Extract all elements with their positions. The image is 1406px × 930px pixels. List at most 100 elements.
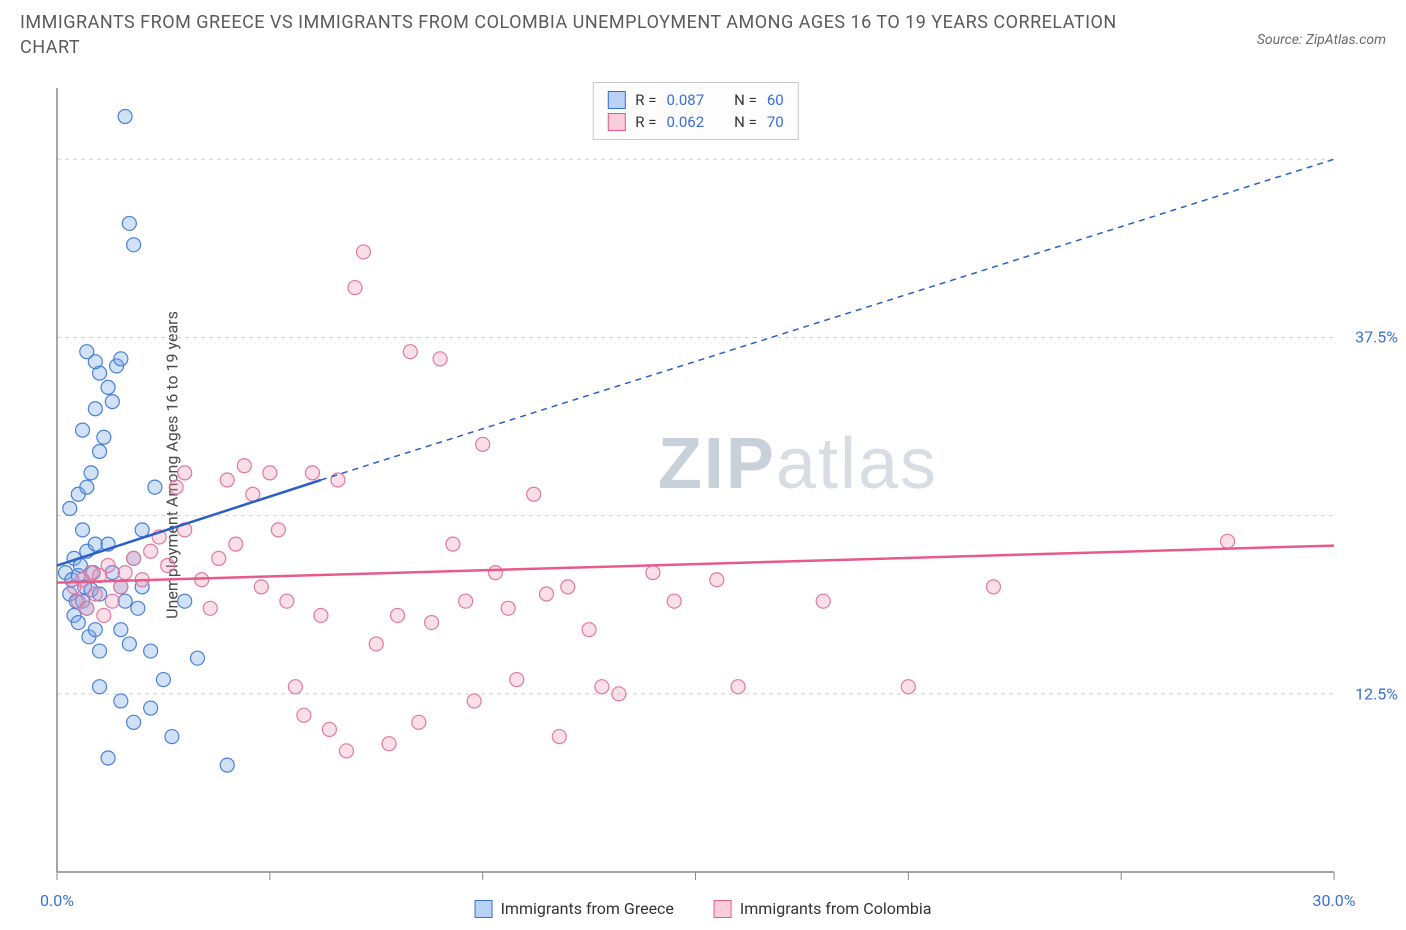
data-point-greece xyxy=(190,651,204,665)
data-point-greece xyxy=(93,680,107,694)
data-point-colombia xyxy=(322,722,336,736)
data-point-colombia xyxy=(710,573,724,587)
data-point-colombia xyxy=(118,566,132,580)
data-point-colombia xyxy=(229,537,243,551)
n-value: 70 xyxy=(767,113,784,131)
chart-area: ZIPatlas R =0.087N =60R =0.062N =70 12.5… xyxy=(55,80,1336,880)
data-point-greece xyxy=(63,502,77,516)
data-point-colombia xyxy=(246,487,260,501)
r-value: 0.087 xyxy=(666,91,704,109)
data-point-greece xyxy=(127,715,141,729)
legend-series: Immigrants from Greece Immigrants from Co… xyxy=(475,899,932,918)
data-point-colombia xyxy=(412,715,426,729)
data-point-colombia xyxy=(1221,534,1235,548)
trend-line-colombia xyxy=(57,546,1334,583)
data-point-greece xyxy=(131,601,145,615)
data-point-colombia xyxy=(527,487,541,501)
data-point-colombia xyxy=(169,480,183,494)
data-point-greece xyxy=(114,623,128,637)
data-point-greece xyxy=(114,694,128,708)
data-point-colombia xyxy=(80,601,94,615)
legend-label: Immigrants from Greece xyxy=(501,899,674,918)
data-point-greece xyxy=(93,644,107,658)
data-point-colombia xyxy=(582,623,596,637)
data-point-colombia xyxy=(986,580,1000,594)
data-point-colombia xyxy=(127,551,141,565)
data-point-colombia xyxy=(382,737,396,751)
r-value: 0.062 xyxy=(666,113,704,131)
data-point-colombia xyxy=(595,680,609,694)
data-point-colombia xyxy=(288,680,302,694)
data-point-colombia xyxy=(280,594,294,608)
data-point-greece xyxy=(148,480,162,494)
data-point-colombia xyxy=(369,637,383,651)
data-point-colombia xyxy=(459,594,473,608)
x-tick-label: 30.0% xyxy=(1313,891,1356,910)
data-point-greece xyxy=(88,623,102,637)
data-point-colombia xyxy=(433,352,447,366)
data-point-greece xyxy=(165,730,179,744)
data-point-colombia xyxy=(314,608,328,622)
legend-swatch xyxy=(714,900,732,918)
data-point-colombia xyxy=(667,594,681,608)
data-point-colombia xyxy=(646,566,660,580)
data-point-colombia xyxy=(612,687,626,701)
n-label: N = xyxy=(734,113,757,131)
data-point-greece xyxy=(144,644,158,658)
data-point-colombia xyxy=(305,466,319,480)
data-point-greece xyxy=(135,523,149,537)
trend-extrapolation-greece xyxy=(321,159,1334,480)
data-point-colombia xyxy=(331,473,345,487)
data-point-colombia xyxy=(263,466,277,480)
data-point-colombia xyxy=(297,708,311,722)
data-point-colombia xyxy=(552,730,566,744)
data-point-colombia xyxy=(501,601,515,615)
data-point-greece xyxy=(76,423,90,437)
data-point-greece xyxy=(88,402,102,416)
data-point-colombia xyxy=(356,245,370,259)
y-tick-label: 37.5% xyxy=(1355,328,1398,347)
data-point-greece xyxy=(220,758,234,772)
data-point-greece xyxy=(80,480,94,494)
n-value: 60 xyxy=(767,91,784,109)
data-point-colombia xyxy=(220,473,234,487)
legend-label: Immigrants from Colombia xyxy=(740,899,932,918)
data-point-colombia xyxy=(467,694,481,708)
data-point-colombia xyxy=(105,594,119,608)
data-point-colombia xyxy=(161,559,175,573)
source-label: Source: ZipAtlas.com xyxy=(1257,32,1386,48)
data-point-greece xyxy=(127,238,141,252)
data-point-greece xyxy=(114,352,128,366)
data-point-greece xyxy=(118,110,132,124)
data-point-colombia xyxy=(816,594,830,608)
data-point-greece xyxy=(101,380,115,394)
data-point-colombia xyxy=(97,608,111,622)
legend-stat-row: R =0.087N =60 xyxy=(607,89,783,111)
data-point-colombia xyxy=(144,544,158,558)
legend-swatch xyxy=(607,113,625,131)
chart-title: IMMIGRANTS FROM GREECE VS IMMIGRANTS FRO… xyxy=(20,10,1120,60)
data-point-colombia xyxy=(561,580,575,594)
data-point-greece xyxy=(178,594,192,608)
data-point-colombia xyxy=(203,601,217,615)
data-point-greece xyxy=(105,395,119,409)
data-point-colombia xyxy=(731,680,745,694)
data-point-greece xyxy=(88,537,102,551)
data-point-greece xyxy=(144,701,158,715)
legend-item: Immigrants from Colombia xyxy=(714,899,932,918)
data-point-greece xyxy=(93,444,107,458)
legend-swatch xyxy=(475,900,493,918)
data-point-colombia xyxy=(901,680,915,694)
data-point-greece xyxy=(122,216,136,230)
data-point-colombia xyxy=(212,551,226,565)
trend-line-greece xyxy=(57,480,321,566)
y-tick-label: 12.5% xyxy=(1355,684,1398,703)
data-point-colombia xyxy=(446,537,460,551)
data-point-greece xyxy=(101,751,115,765)
data-point-greece xyxy=(156,673,170,687)
data-point-colombia xyxy=(101,559,115,573)
data-point-greece xyxy=(76,523,90,537)
n-label: N = xyxy=(734,91,757,109)
data-point-colombia xyxy=(339,744,353,758)
data-point-colombia xyxy=(237,459,251,473)
